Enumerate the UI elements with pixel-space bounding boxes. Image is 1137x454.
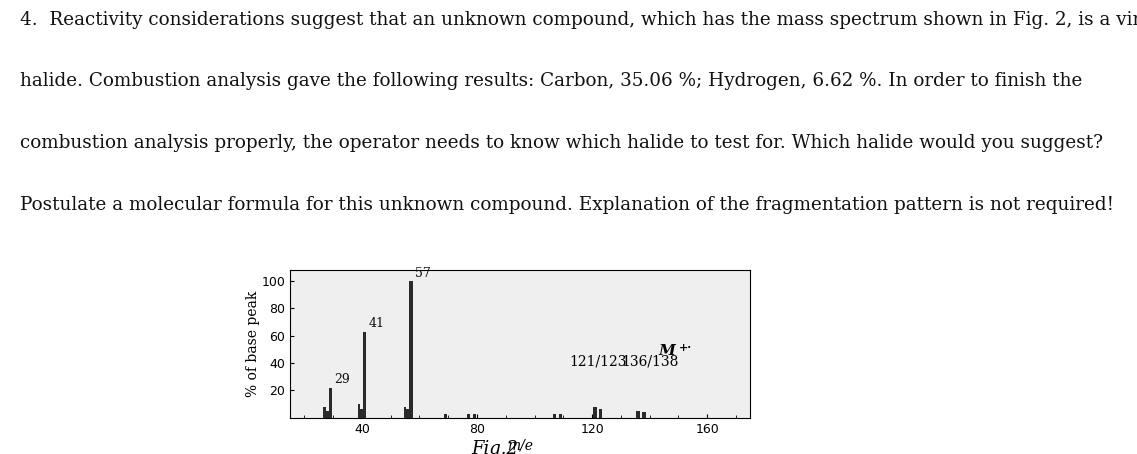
- Bar: [357, 404, 360, 418]
- Bar: [329, 388, 332, 418]
- Bar: [407, 410, 409, 418]
- Text: Fig.2: Fig.2: [471, 440, 518, 454]
- Text: 29: 29: [334, 373, 350, 386]
- Bar: [642, 412, 646, 418]
- Bar: [559, 414, 562, 418]
- Bar: [360, 410, 364, 418]
- Text: 57: 57: [415, 266, 431, 280]
- Text: 121/123: 121/123: [570, 355, 626, 369]
- Text: combustion analysis properly, the operator needs to know which halide to test fo: combustion analysis properly, the operat…: [20, 134, 1104, 152]
- Bar: [554, 414, 556, 418]
- Text: 41: 41: [370, 317, 385, 330]
- Text: halide. Combustion analysis gave the following results: Carbon, 35.06 %; Hydroge: halide. Combustion analysis gave the fol…: [20, 72, 1082, 90]
- Text: Postulate a molecular formula for this unknown compound. Explanation of the frag: Postulate a molecular formula for this u…: [20, 196, 1114, 214]
- X-axis label: m/e: m/e: [507, 438, 533, 452]
- Bar: [409, 281, 413, 418]
- Bar: [404, 407, 407, 418]
- Bar: [637, 411, 640, 418]
- Bar: [323, 407, 326, 418]
- Bar: [473, 414, 475, 418]
- Text: M: M: [658, 344, 675, 358]
- Bar: [594, 407, 597, 418]
- Bar: [443, 414, 447, 418]
- Bar: [599, 410, 603, 418]
- Bar: [326, 411, 329, 418]
- Text: 136/138: 136/138: [621, 355, 679, 369]
- Bar: [363, 331, 366, 418]
- Bar: [467, 414, 470, 418]
- Text: 4.  Reactivity considerations suggest that an unknown compound, which has the ma: 4. Reactivity considerations suggest tha…: [20, 10, 1137, 29]
- Text: +·: +·: [679, 342, 691, 354]
- Y-axis label: % of base peak: % of base peak: [246, 291, 260, 397]
